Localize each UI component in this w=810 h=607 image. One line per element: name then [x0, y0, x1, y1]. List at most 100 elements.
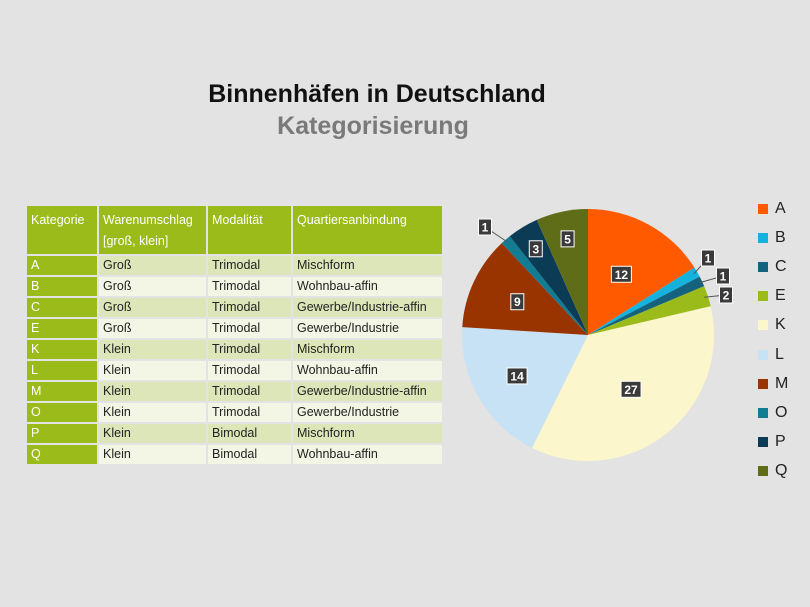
table-header-row: Kategorie Warenumschlag [groß, klein] Mo…	[25, 204, 444, 256]
table-cell: Trimodal	[206, 275, 293, 298]
data-label-box	[510, 293, 525, 311]
table-row: B Groß Trimodal Wohnbau-affin	[25, 275, 444, 298]
table-cell: C	[25, 296, 99, 319]
data-label-o: 1	[482, 221, 489, 235]
table-cell: Wohnbau-affin	[291, 359, 444, 382]
table-row: P Klein Bimodal Mischform	[25, 422, 444, 445]
data-label-box	[528, 240, 543, 258]
header-modalitaet: Modalität	[206, 204, 293, 256]
table-row: A Groß Trimodal Mischform	[25, 254, 444, 277]
data-label-c: 1	[720, 270, 727, 284]
table-row: O Klein Trimodal Gewerbe/Industrie	[25, 401, 444, 424]
data-label-p: 3	[532, 242, 539, 256]
table-cell: Trimodal	[206, 296, 293, 319]
table-cell: Trimodal	[206, 338, 293, 361]
pie-slice-c	[588, 276, 705, 335]
legend-label: C	[775, 257, 787, 275]
table-cell: Mischform	[291, 254, 444, 277]
legend-swatch	[758, 378, 768, 389]
legend-item-k: K	[758, 311, 788, 340]
legend-item-q: Q	[758, 457, 788, 486]
chart-title: Binnenhäfen in Deutschland	[208, 80, 546, 108]
table-cell: P	[25, 422, 99, 445]
legend-label: B	[775, 228, 786, 246]
table-cell: Gewerbe/Industrie-affin	[291, 380, 444, 403]
legend-label: L	[775, 345, 784, 363]
pie-slice-o	[501, 236, 588, 335]
table-cell: Groß	[97, 317, 208, 340]
data-label-box	[719, 286, 733, 304]
table-cell: O	[25, 401, 99, 424]
table-cell: K	[25, 338, 99, 361]
pie-slice-e	[588, 286, 711, 335]
table-cell: Q	[25, 443, 99, 466]
legend-label: A	[775, 199, 786, 217]
table-cell: Mischform	[291, 338, 444, 361]
table-cell: Wohnbau-affin	[291, 275, 444, 298]
table-cell: Gewerbe/Industrie	[291, 317, 444, 340]
table-cell: Klein	[97, 401, 208, 424]
table-cell: Trimodal	[206, 317, 293, 340]
data-label-l: 14	[510, 369, 524, 383]
legend-item-o: O	[758, 398, 788, 427]
pie-slice-a	[588, 209, 695, 335]
table-cell: Groß	[97, 275, 208, 298]
data-label-box	[478, 218, 492, 236]
legend-item-a: A	[758, 194, 788, 223]
table-cell: Klein	[97, 443, 208, 466]
table-cell: Klein	[97, 422, 208, 445]
legend-label: Q	[775, 462, 788, 480]
table-row: M Klein Trimodal Gewerbe/Industrie-affin	[25, 380, 444, 403]
table-cell: E	[25, 317, 99, 340]
table-cell: Wohnbau-affin	[291, 443, 444, 466]
table-row: Q Klein Bimodal Wohnbau-affin	[25, 443, 444, 466]
pie-slice-m	[462, 243, 588, 335]
chart-subtitle: Kategorisierung	[277, 112, 469, 140]
data-label-b: 1	[705, 252, 712, 266]
table-cell: A	[25, 254, 99, 277]
table-cell: B	[25, 275, 99, 298]
legend-swatch	[758, 466, 768, 477]
data-label-box	[620, 380, 642, 398]
data-label-box	[716, 267, 730, 285]
table-cell: Trimodal	[206, 359, 293, 382]
table-cell: Trimodal	[206, 380, 293, 403]
table-cell: Bimodal	[206, 443, 293, 466]
header-kategorie: Kategorie	[25, 204, 99, 256]
data-label-k: 27	[624, 383, 638, 397]
category-table: Kategorie Warenumschlag [groß, klein] Mo…	[25, 204, 444, 466]
pie-slice-b	[588, 267, 700, 335]
table-cell: Gewerbe/Industrie-affin	[291, 296, 444, 319]
table-row: L Klein Trimodal Wohnbau-affin	[25, 359, 444, 382]
legend-item-l: L	[758, 340, 788, 369]
table-cell: Groß	[97, 254, 208, 277]
legend-swatch	[758, 232, 768, 243]
legend-item-m: M	[758, 369, 788, 398]
table-cell: Bimodal	[206, 422, 293, 445]
table-cell: Groß	[97, 296, 208, 319]
data-label-box	[560, 230, 575, 248]
table-row: C Groß Trimodal Gewerbe/Industrie-affin	[25, 296, 444, 319]
table-cell: Mischform	[291, 422, 444, 445]
table-cell: Gewerbe/Industrie	[291, 401, 444, 424]
legend-item-p: P	[758, 428, 788, 457]
legend-label: E	[775, 287, 786, 305]
table-cell: Trimodal	[206, 254, 293, 277]
data-label-box	[701, 249, 715, 267]
table-cell: Klein	[97, 338, 208, 361]
legend-swatch	[758, 349, 768, 360]
legend-swatch	[758, 320, 768, 331]
data-label-a: 12	[615, 268, 629, 282]
pie-slice-q	[536, 209, 588, 335]
header-warenumschlag: Warenumschlag [groß, klein]	[97, 204, 208, 256]
legend-label: O	[775, 403, 788, 421]
legend-label: K	[775, 316, 786, 334]
data-label-q: 5	[564, 232, 571, 246]
legend-item-b: B	[758, 223, 788, 252]
legend-label: P	[775, 433, 786, 451]
data-label-box	[506, 367, 528, 385]
table-body: A Groß Trimodal Mischform B Groß Trimodal Wohnb…	[25, 254, 444, 466]
legend-swatch	[758, 407, 768, 418]
